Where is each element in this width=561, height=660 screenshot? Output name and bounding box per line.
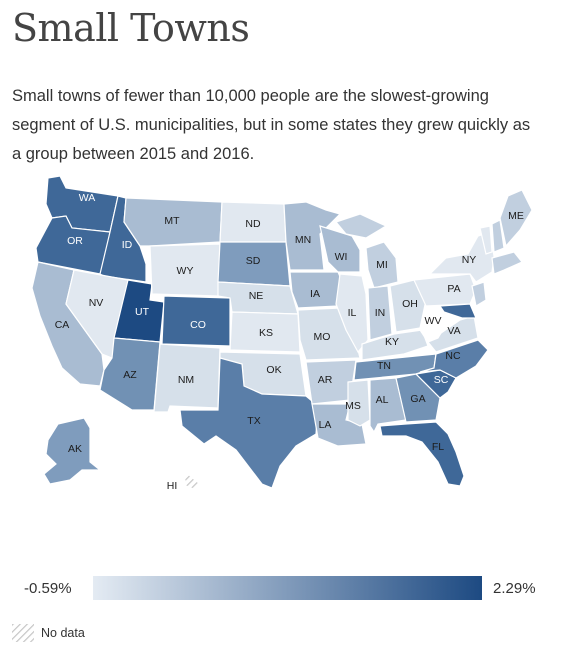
state-label-sc: SC <box>434 374 449 386</box>
state-label-sd: SD <box>246 255 261 267</box>
state-label-ne: NE <box>249 290 264 302</box>
state-label-hi: HI <box>167 480 178 492</box>
state-ky[interactable] <box>361 329 429 361</box>
state-wv[interactable] <box>419 309 451 343</box>
state-label-ia: IA <box>310 288 320 300</box>
state-me[interactable] <box>499 189 533 248</box>
state-label-ak: AK <box>68 443 82 455</box>
state-label-nc: NC <box>445 350 461 362</box>
state-label-pa: PA <box>447 283 460 295</box>
state-de-md[interactable] <box>438 303 477 319</box>
state-mi[interactable] <box>365 241 399 289</box>
state-label-oh: OH <box>402 298 418 310</box>
state-label-ks: KS <box>259 327 273 339</box>
state-nm[interactable] <box>153 343 221 413</box>
state-label-al: AL <box>376 394 389 406</box>
state-ny[interactable] <box>428 231 495 283</box>
state-label-mt: MT <box>164 215 180 227</box>
state-hi[interactable] <box>183 473 201 491</box>
state-label-ar: AR <box>318 374 333 386</box>
state-label-id: ID <box>122 239 133 251</box>
state-label-la: LA <box>319 419 332 431</box>
state-label-wv: WV <box>425 315 442 327</box>
no-data-swatch <box>12 624 34 642</box>
page-title: Small Towns <box>12 6 250 50</box>
page-subtitle: Small towns of fewer than 10,000 people … <box>12 87 531 163</box>
state-label-ms: MS <box>345 400 361 412</box>
state-label-il: IL <box>348 307 357 319</box>
state-label-ca: CA <box>55 319 70 331</box>
state-label-nv: NV <box>89 297 104 309</box>
state-ga[interactable] <box>395 373 441 423</box>
state-label-in: IN <box>375 307 386 319</box>
state-label-az: AZ <box>123 369 137 381</box>
state-label-mn: MN <box>295 234 311 246</box>
state-fl[interactable] <box>379 421 465 487</box>
state-label-va: VA <box>447 325 460 337</box>
state-labels: WA OR CA ID NV UT AZ MT WY CO NM ND SD N… <box>55 192 524 492</box>
state-label-nd: ND <box>245 218 261 230</box>
state-label-co: CO <box>190 319 206 331</box>
state-label-or: OR <box>67 235 83 247</box>
state-wi[interactable] <box>319 225 361 273</box>
state-nh[interactable] <box>491 219 505 253</box>
state-label-ky: KY <box>385 336 399 348</box>
state-label-wa: WA <box>79 192 96 204</box>
state-label-ny: NY <box>462 254 477 266</box>
state-ks[interactable] <box>229 311 301 353</box>
state-vt[interactable] <box>479 225 493 255</box>
state-label-ok: OK <box>266 364 281 376</box>
legend-min-label: -0.59% <box>24 580 72 597</box>
state-label-wy: WY <box>177 265 194 277</box>
state-nc[interactable] <box>419 339 489 379</box>
state-oh[interactable] <box>389 279 427 333</box>
state-mi-upper <box>334 213 388 239</box>
state-label-fl: FL <box>432 441 444 453</box>
state-ak[interactable] <box>43 417 102 485</box>
state-mn[interactable] <box>283 201 342 271</box>
state-label-tx: TX <box>247 415 260 427</box>
state-label-ga: GA <box>410 393 425 405</box>
state-label-nm: NM <box>178 374 194 386</box>
state-label-mo: MO <box>314 331 331 343</box>
state-label-ut: UT <box>135 306 150 318</box>
state-label-me: ME <box>508 210 524 222</box>
legend-gradient-bar <box>93 576 482 600</box>
state-nj[interactable] <box>471 281 487 307</box>
legend-max-label: 2.29% <box>493 580 536 597</box>
no-data-label: No data <box>41 626 85 640</box>
state-label-wi: WI <box>335 251 348 263</box>
state-tx[interactable] <box>179 357 319 489</box>
state-ma-ct-ri[interactable] <box>491 251 523 275</box>
state-label-tn: TN <box>377 360 391 372</box>
state-va[interactable] <box>427 315 479 353</box>
state-label-mi: MI <box>376 259 388 271</box>
state-ms[interactable] <box>347 379 371 427</box>
state-pa[interactable] <box>413 273 477 307</box>
